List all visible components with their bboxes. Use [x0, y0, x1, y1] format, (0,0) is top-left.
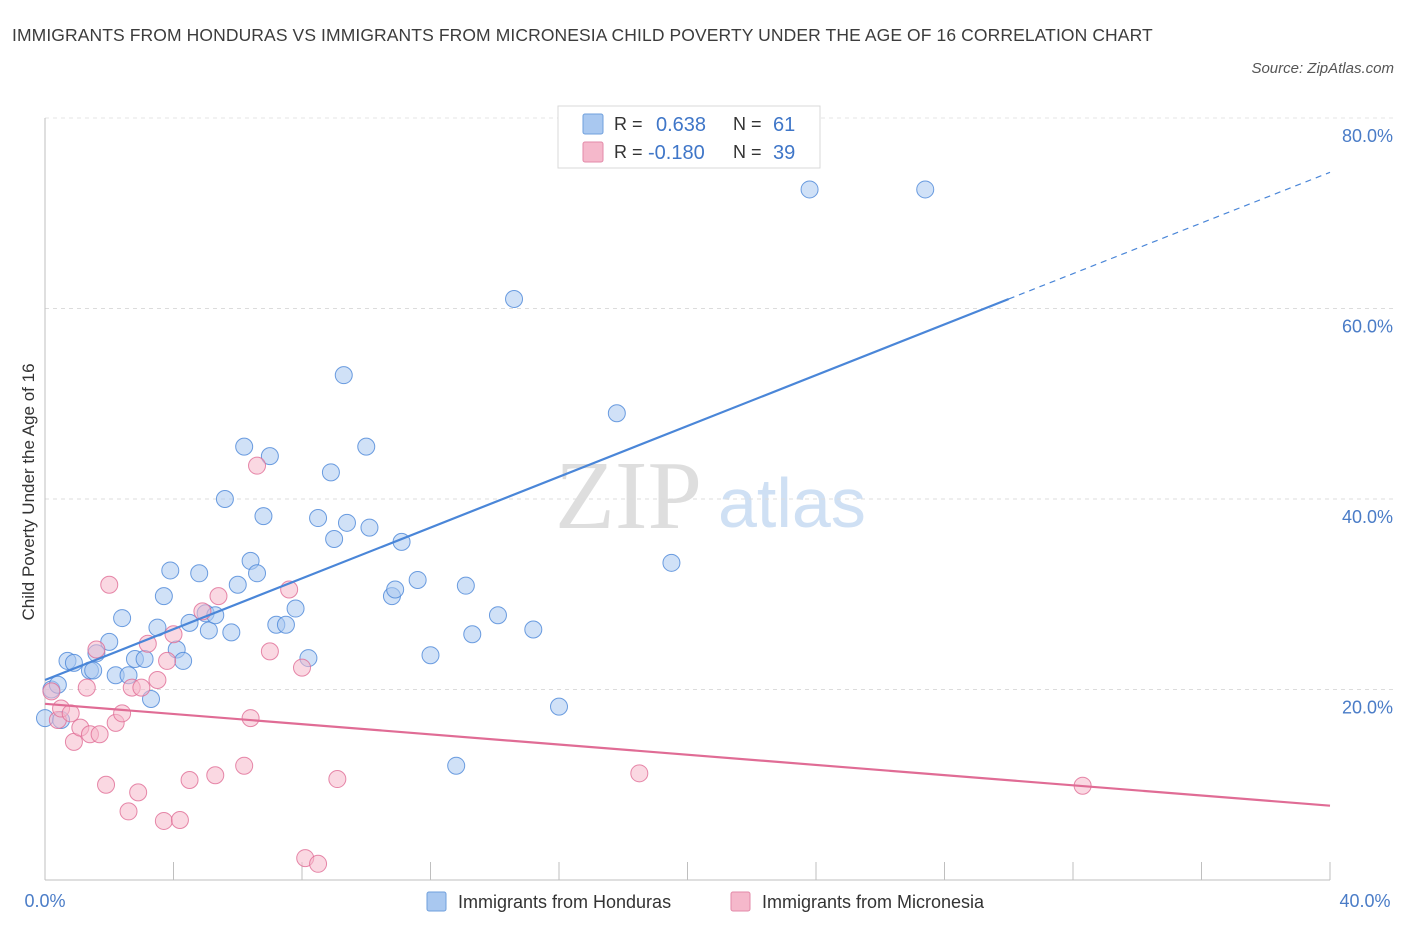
- point-honduras: [113, 609, 132, 628]
- point-honduras: [916, 180, 935, 199]
- point-honduras: [309, 509, 328, 528]
- point-honduras: [321, 463, 340, 482]
- trend-line-micronesia: [44, 702, 1331, 807]
- point-honduras: [228, 575, 247, 594]
- point-micronesia: [241, 709, 260, 728]
- series-label-micronesia: Immigrants from Micronesia: [762, 892, 985, 912]
- trend-line-honduras: [44, 297, 1010, 681]
- point-micronesia: [87, 640, 106, 659]
- point-honduras: [248, 564, 267, 583]
- point-micronesia: [148, 670, 167, 689]
- point-honduras: [235, 437, 254, 456]
- point-micronesia: [158, 651, 177, 670]
- y-axis-label: Child Poverty Under the Age of 16: [19, 363, 38, 620]
- gridlines: [45, 117, 1395, 690]
- point-micronesia: [113, 704, 132, 723]
- legend-n-value-micronesia: 39: [773, 142, 795, 164]
- y-tick-labels: 20.0% 40.0% 60.0% 80.0%: [1342, 126, 1393, 718]
- point-honduras: [800, 180, 819, 199]
- trend-lines: [44, 171, 1331, 807]
- point-honduras: [135, 650, 154, 669]
- point-honduras: [337, 513, 356, 532]
- point-honduras: [276, 615, 295, 634]
- point-micronesia: [328, 770, 347, 789]
- watermark-zip: ZIP: [555, 442, 702, 550]
- legend-n-value-honduras: 61: [773, 114, 795, 136]
- y-tick-label-80: 80.0%: [1342, 126, 1393, 146]
- point-micronesia: [154, 811, 173, 830]
- point-honduras: [524, 620, 543, 639]
- point-micronesia: [206, 766, 225, 785]
- point-honduras: [357, 437, 376, 456]
- point-honduras: [260, 447, 279, 466]
- point-honduras: [154, 587, 173, 606]
- point-micronesia: [90, 725, 109, 744]
- point-micronesia: [309, 854, 328, 873]
- point-honduras: [199, 621, 218, 640]
- series-swatch-micronesia: [730, 891, 751, 912]
- point-honduras: [408, 570, 427, 589]
- x-axis-ticks: [44, 862, 1331, 880]
- point-honduras: [488, 606, 507, 625]
- series-legend: Immigrants from Honduras Immigrants from…: [426, 891, 985, 912]
- y-tick-label-40: 40.0%: [1342, 507, 1393, 527]
- point-micronesia: [129, 783, 148, 802]
- point-honduras: [174, 651, 193, 670]
- point-honduras: [190, 564, 209, 583]
- data-points: [36, 180, 1092, 873]
- point-honduras: [550, 697, 568, 716]
- point-honduras: [386, 580, 405, 599]
- point-micronesia: [180, 770, 199, 789]
- y-tick-label-20: 20.0%: [1342, 698, 1393, 718]
- point-honduras: [447, 756, 466, 775]
- point-micronesia: [260, 642, 279, 661]
- point-micronesia: [42, 682, 61, 701]
- point-honduras: [254, 507, 273, 526]
- point-honduras: [215, 490, 234, 508]
- legend-n-label-honduras: N =: [733, 114, 762, 134]
- point-micronesia: [132, 678, 151, 697]
- point-honduras: [456, 576, 475, 595]
- stats-legend: R = 0.638 N = 61 R = -0.180 N = 39: [557, 105, 821, 169]
- chart-title: IMMIGRANTS FROM HONDURAS VS IMMIGRANTS F…: [12, 25, 1153, 45]
- source-credit: Source: ZipAtlas.com: [1251, 60, 1394, 77]
- point-micronesia: [97, 775, 116, 794]
- point-micronesia: [248, 456, 267, 475]
- legend-r-label-micronesia: R =: [614, 142, 643, 162]
- point-micronesia: [170, 810, 189, 829]
- point-honduras: [286, 599, 305, 618]
- point-micronesia: [119, 802, 138, 821]
- x-tick-label-min: 0.0%: [24, 891, 65, 911]
- point-micronesia: [630, 764, 649, 783]
- point-micronesia: [77, 678, 96, 697]
- legend-swatch-honduras: [582, 113, 604, 135]
- point-honduras: [325, 530, 344, 549]
- watermark-atlas: atlas: [718, 464, 866, 542]
- point-honduras: [421, 646, 440, 665]
- legend-swatch-micronesia: [582, 141, 604, 163]
- point-micronesia: [293, 658, 311, 677]
- point-honduras: [161, 561, 180, 580]
- point-honduras: [662, 553, 681, 572]
- point-honduras: [463, 625, 482, 644]
- point-honduras: [334, 366, 353, 385]
- point-micronesia: [235, 756, 254, 775]
- point-honduras: [84, 661, 103, 680]
- point-micronesia: [209, 587, 228, 606]
- legend-r-value-honduras: 0.638: [656, 114, 706, 136]
- y-tick-label-60: 60.0%: [1342, 317, 1393, 337]
- point-honduras: [222, 623, 241, 642]
- point-micronesia: [100, 575, 119, 594]
- series-swatch-honduras: [426, 891, 447, 912]
- legend-n-label-micronesia: N =: [733, 142, 762, 162]
- point-honduras: [607, 404, 626, 423]
- point-honduras: [505, 289, 524, 308]
- legend-r-value-micronesia: -0.180: [648, 142, 705, 164]
- legend-r-label-honduras: R =: [614, 114, 643, 134]
- x-tick-label-max: 40.0%: [1339, 891, 1390, 911]
- series-label-honduras: Immigrants from Honduras: [458, 892, 671, 912]
- trend-line-honduras-extension: [1008, 171, 1331, 300]
- point-honduras: [360, 518, 379, 537]
